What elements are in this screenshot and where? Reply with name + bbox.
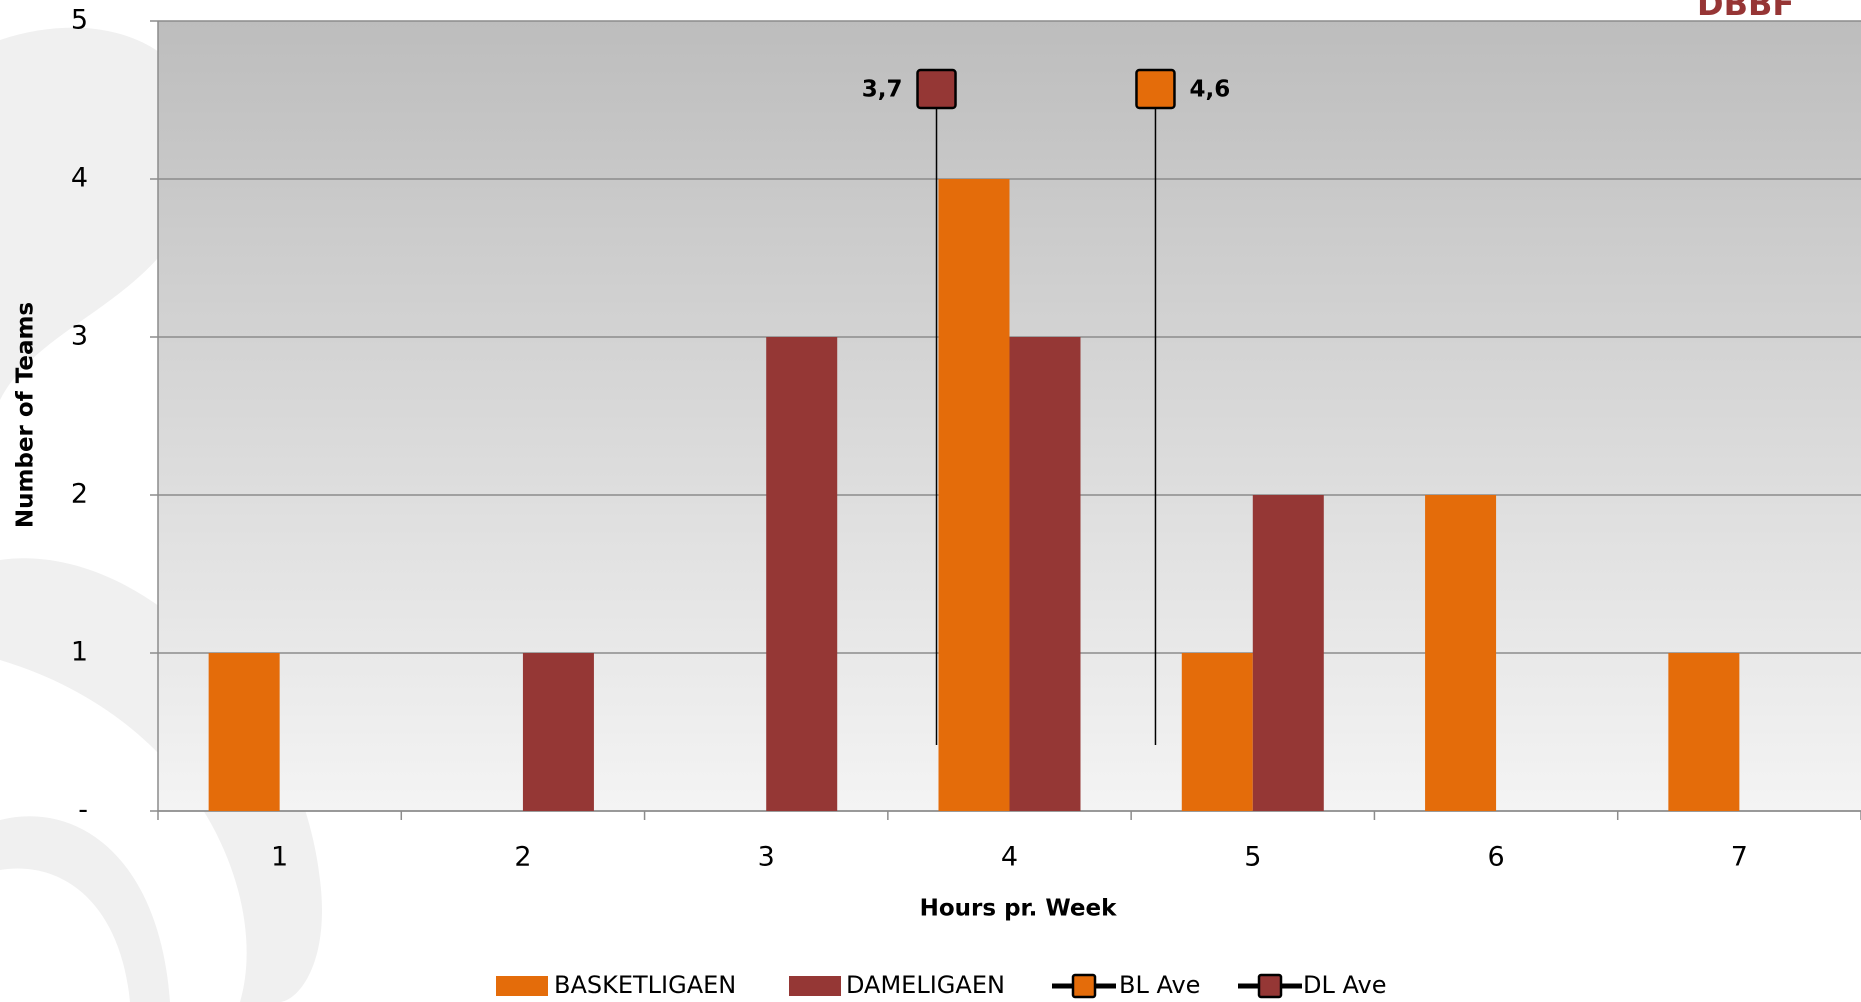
average-label: 3,7 — [862, 77, 903, 103]
decoration — [0, 27, 322, 1002]
legend-label: DAMELIGAEN — [846, 971, 1005, 999]
legend-marker — [1257, 973, 1283, 999]
legend-label: BASKETLIGAEN — [554, 971, 736, 999]
y-tick-label: 2 — [71, 479, 88, 510]
y-axis-title: Number of Teams — [13, 302, 39, 528]
bar — [1181, 653, 1253, 811]
bar — [1252, 495, 1324, 811]
y-tick-label: 5 — [71, 5, 88, 36]
bar — [522, 653, 594, 811]
bar — [938, 179, 1010, 811]
legend-swatch — [496, 976, 548, 996]
x-tick-label: 7 — [1731, 842, 1748, 873]
bar — [1425, 495, 1497, 811]
x-tick-label: 2 — [514, 842, 531, 873]
average-label: 4,6 — [1189, 77, 1230, 103]
bar — [1009, 337, 1081, 811]
logo: DBBF — [1697, 0, 1794, 23]
average-marker — [1135, 68, 1176, 110]
x-tick-label: 4 — [1001, 842, 1018, 873]
bar — [766, 337, 838, 811]
x-axis-title: Hours pr. Week — [920, 896, 1117, 922]
y-tick-label: - — [78, 795, 88, 826]
legend-label: DL Ave — [1303, 971, 1386, 999]
y-tick-label: 3 — [71, 321, 88, 352]
bar — [1668, 653, 1740, 811]
legend: BASKETLIGAEN DAMELIGAEN BL Ave DL Ave — [496, 971, 1386, 999]
x-tick-label: 3 — [758, 842, 775, 873]
x-tick-label: 1 — [271, 842, 288, 873]
average-marker — [916, 68, 957, 110]
y-tick-label: 1 — [71, 637, 88, 668]
x-tick-label: 5 — [1244, 842, 1261, 873]
x-tick-label: 6 — [1487, 842, 1504, 873]
y-tick-label: 4 — [71, 163, 88, 194]
legend-marker — [1071, 973, 1097, 999]
legend-label: BL Ave — [1119, 971, 1200, 999]
legend-swatch — [789, 976, 841, 996]
bar — [208, 653, 280, 811]
